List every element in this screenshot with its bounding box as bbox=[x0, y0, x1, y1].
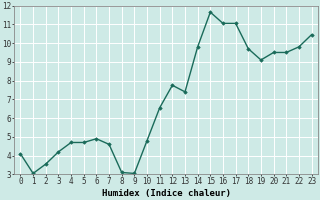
X-axis label: Humidex (Indice chaleur): Humidex (Indice chaleur) bbox=[101, 189, 230, 198]
